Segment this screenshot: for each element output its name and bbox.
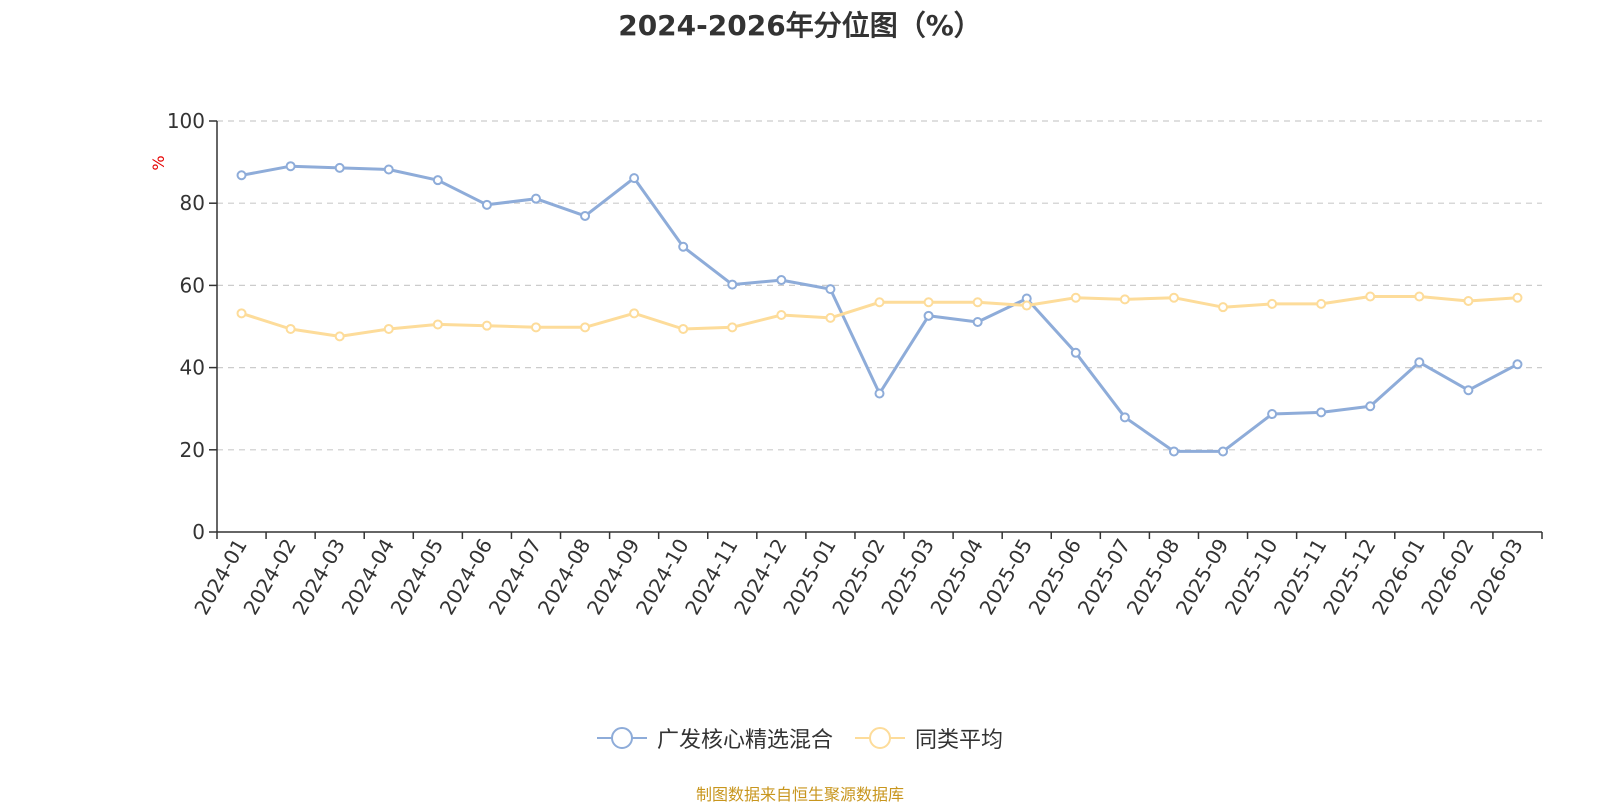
data-point-1	[1414, 291, 1425, 302]
data-point-0	[923, 310, 934, 321]
data-point-1	[285, 323, 296, 334]
data-point-0	[1463, 385, 1474, 396]
data-point-0	[825, 284, 836, 295]
data-point-0	[1070, 347, 1081, 358]
data-point-0	[776, 275, 787, 286]
data-point-0	[1218, 446, 1229, 457]
data-point-1	[727, 322, 738, 333]
data-point-1	[580, 322, 591, 333]
data-point-1	[678, 323, 689, 334]
y-tick-label: 80	[180, 191, 205, 215]
data-point-0	[972, 316, 983, 327]
legend-item-average[interactable]: 同类平均	[855, 722, 1003, 754]
data-point-0	[629, 173, 640, 184]
data-point-1	[481, 320, 492, 331]
data-point-0	[1267, 409, 1278, 420]
y-tick-label: 0	[192, 520, 205, 544]
line-chart: 0204060801002024-012024-022024-032024-04…	[149, 109, 1543, 619]
data-point-1	[874, 297, 885, 308]
data-point-1	[1021, 300, 1032, 311]
data-point-0	[1414, 357, 1425, 368]
legend-label-average: 同类平均	[915, 728, 1004, 753]
axis-layer: 0204060801002024-012024-022024-032024-04…	[167, 109, 1543, 619]
data-point-1	[383, 323, 394, 334]
data-point-1	[1512, 292, 1523, 303]
data-point-1	[334, 331, 345, 342]
chart-title: 2024-2026年分位图（%）	[618, 9, 982, 42]
data-point-0	[727, 279, 738, 290]
legend: 广发核心精选混合 同类平均	[0, 722, 1600, 754]
data-point-1	[776, 309, 787, 320]
data-point-1	[432, 319, 443, 330]
data-point-0	[1119, 412, 1130, 423]
data-point-1	[1168, 292, 1179, 303]
data-point-0	[285, 161, 296, 172]
y-axis-unit: %	[149, 155, 168, 170]
data-point-1	[629, 308, 640, 319]
y-tick-label: 60	[180, 273, 205, 297]
data-point-1	[1365, 291, 1376, 302]
legend-marker-average-icon	[855, 727, 905, 749]
legend-label-fund: 广发核心精选混合	[656, 728, 833, 753]
legend-item-fund[interactable]: 广发核心精选混合	[596, 722, 833, 754]
data-point-0	[874, 388, 885, 399]
y-tick-label: 40	[180, 356, 205, 380]
data-point-0	[1512, 359, 1523, 370]
data-point-0	[678, 241, 689, 252]
series-layer	[236, 161, 1523, 457]
data-point-1	[1463, 296, 1474, 307]
data-point-1	[236, 308, 247, 319]
data-point-1	[972, 297, 983, 308]
data-point-1	[1316, 298, 1327, 309]
series-line-0	[241, 164, 1519, 453]
data-point-0	[334, 162, 345, 173]
data-point-1	[923, 297, 934, 308]
data-point-0	[236, 170, 247, 181]
data-point-1	[1218, 302, 1229, 313]
data-point-1	[825, 312, 836, 323]
data-point-0	[530, 193, 541, 204]
data-point-0	[1168, 446, 1179, 457]
data-point-0	[1316, 407, 1327, 418]
data-point-0	[1365, 401, 1376, 412]
data-point-1	[530, 322, 541, 333]
data-point-1	[1267, 298, 1278, 309]
data-point-0	[481, 199, 492, 210]
data-source-note: 制图数据来自恒生聚源数据库	[695, 785, 904, 804]
y-tick-label: 20	[180, 438, 205, 462]
legend-marker-fund-icon	[596, 727, 647, 749]
data-point-1	[1070, 292, 1081, 303]
y-tick-label: 100	[167, 109, 205, 133]
data-point-0	[580, 210, 591, 221]
grid-layer	[217, 120, 1542, 451]
data-point-0	[432, 175, 443, 186]
data-point-1	[1119, 294, 1130, 305]
data-point-0	[383, 164, 394, 175]
